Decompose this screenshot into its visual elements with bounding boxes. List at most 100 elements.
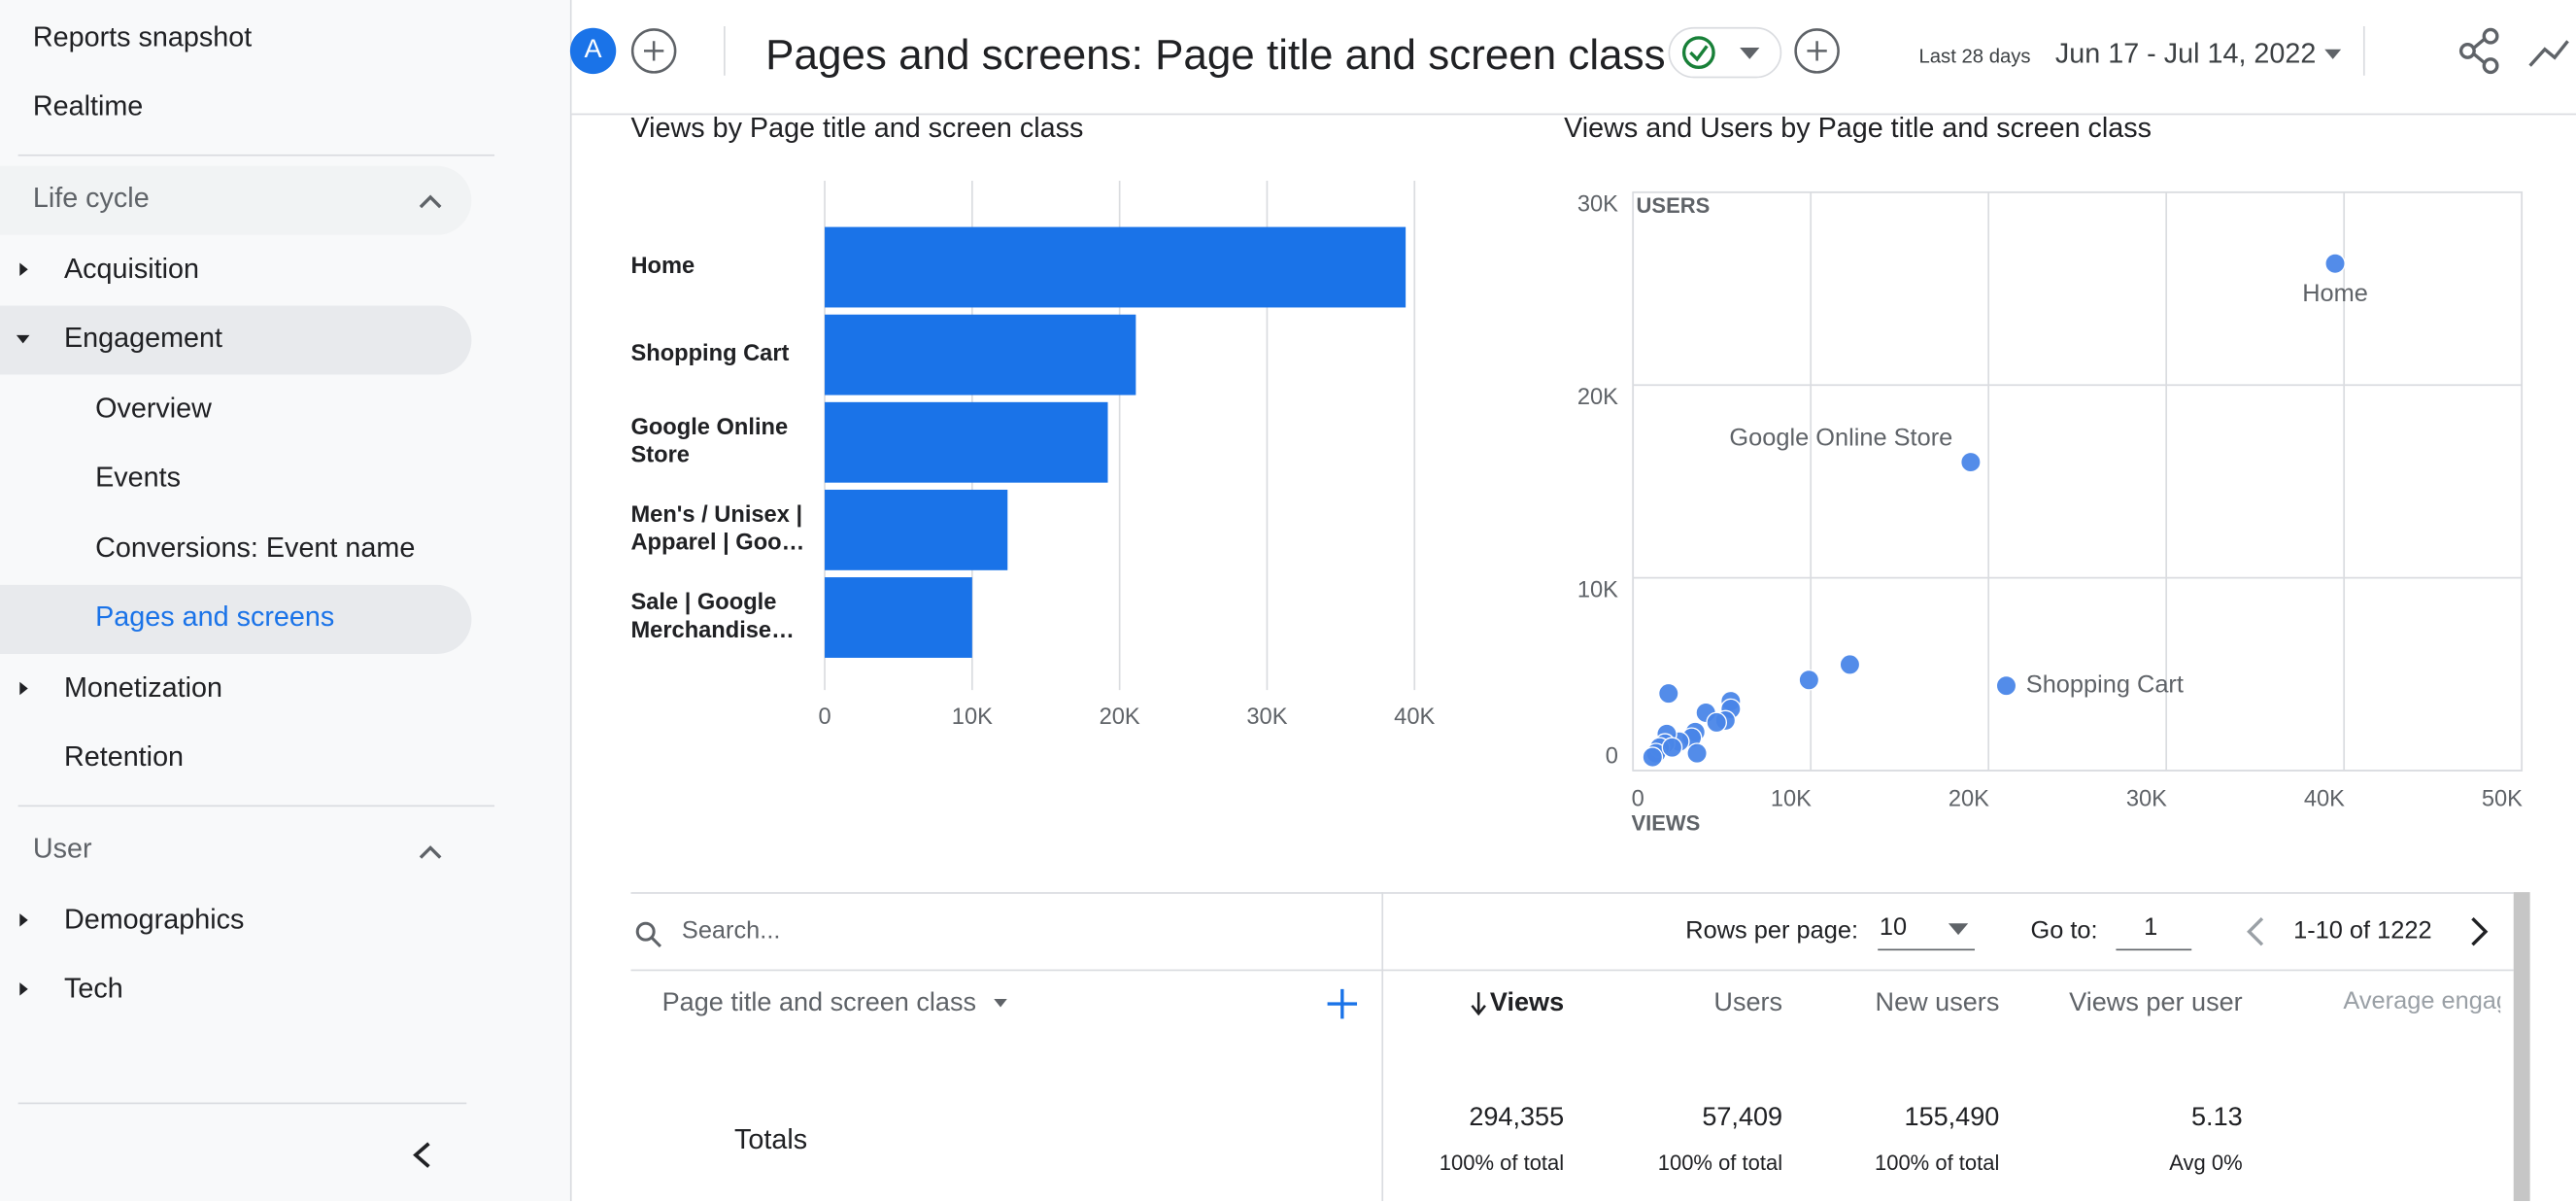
label-line: Store [630, 443, 689, 468]
label-line: Shopping Cart [630, 341, 789, 366]
label-line: Apparel | Goo… [630, 531, 804, 556]
rows-select[interactable]: 10 [1879, 913, 1908, 942]
chart-title: Views by Page title and screen class [630, 113, 1083, 144]
nav-item[interactable]: Reports snapshot [32, 20, 253, 53]
sidebar-icons [16, 194, 442, 1168]
nav-item[interactable]: Conversions: Event name [95, 532, 416, 564]
nav-item[interactable]: Events [95, 462, 182, 494]
total-value: 57,409 [1702, 1104, 1783, 1132]
x-tick-label: 50K [2482, 787, 2523, 812]
toolbar-border [630, 969, 2514, 972]
total-value: 294,355 [1469, 1104, 1565, 1132]
totals-label: Totals [734, 1123, 808, 1155]
expand-arrow[interactable] [19, 681, 28, 696]
total-sub: 100% of total [1874, 1150, 2000, 1175]
column-header[interactable]: Page title and screen class [661, 988, 977, 1017]
column-clip: Average engagement time [2300, 982, 2500, 1061]
y-tick-label: 30K [1577, 192, 1618, 218]
nav-item[interactable]: Retention [63, 740, 185, 773]
y-tick-label: 0 [1606, 744, 1618, 770]
expand-arrow[interactable] [19, 913, 28, 927]
x-tick-label: 0 [1632, 787, 1644, 812]
point [1686, 742, 1708, 764]
point [1661, 737, 1683, 759]
total-sub: 100% of total [1439, 1150, 1565, 1175]
nav-item[interactable]: Realtime [32, 89, 144, 122]
date-range[interactable]: Jun 17 - Jul 14, 2022 [2054, 37, 2317, 70]
sidebar: Reports snapshot Realtime Life cycle Acq… [0, 0, 572, 1201]
search-input[interactable]: Search... [681, 916, 781, 945]
bar [825, 314, 1136, 395]
section-bg [0, 165, 472, 235]
point-label: Home [2302, 280, 2368, 307]
label-line: Google Online [630, 415, 788, 440]
insights-icon[interactable] [2528, 40, 2569, 67]
column-header[interactable]: Average engagement time [2343, 987, 2500, 1015]
nav-item[interactable]: Overview [95, 393, 212, 425]
status-chip[interactable] [1668, 26, 1782, 79]
total-sub: Avg 0% [2169, 1150, 2243, 1175]
x-tick-label: 40K [2304, 787, 2345, 812]
goto-input[interactable]: 1 [2144, 913, 2158, 942]
total-sub: 100% of total [1657, 1150, 1783, 1175]
point-label: Shopping Cart [2026, 670, 2184, 698]
expand-arrow[interactable] [16, 334, 30, 344]
y-tick-label: Men's / Unisex | Apparel | Goo… [630, 502, 804, 556]
scrollbar[interactable] [2513, 892, 2530, 1201]
label-line: Sale | Google [630, 590, 776, 615]
add-comparison[interactable] [630, 28, 677, 74]
divider [17, 1102, 467, 1105]
x-tick-label: 20K [1100, 705, 1140, 730]
table-divider [1381, 892, 1384, 1201]
header [571, 0, 2576, 116]
point-label: Google Online Store [1729, 425, 1952, 452]
header-icons [569, 26, 2569, 79]
range-label: Last 28 days [1918, 44, 2031, 68]
collapse-icon[interactable] [419, 845, 442, 859]
column-header[interactable]: Views [1489, 988, 1565, 1017]
point [2324, 253, 2346, 275]
point [1706, 711, 1728, 734]
x-tick-label: 40K [1394, 705, 1435, 730]
chart-title: Views and Users by Page title and screen… [1564, 113, 2152, 144]
table [630, 892, 2514, 1203]
add-button[interactable] [1794, 28, 1840, 74]
expand-arrow[interactable] [19, 262, 28, 277]
section-title[interactable]: Life cycle [32, 182, 150, 214]
y-tick-label: Google Online Store [630, 415, 788, 468]
point [1642, 746, 1664, 768]
nav-item[interactable]: Acquisition [63, 253, 200, 285]
pagination: 1-10 of 1222 [2293, 916, 2432, 945]
active-bg [0, 305, 472, 375]
avatar[interactable] [569, 27, 617, 75]
point [1995, 674, 2017, 697]
x-tick-label: 20K [1949, 787, 1989, 812]
collapse-sidebar[interactable] [413, 1142, 430, 1168]
goto-label: Go to: [2030, 916, 2098, 945]
nav-item[interactable]: Tech [63, 972, 123, 1005]
x-tick-label: 0 [818, 705, 830, 730]
nav-item[interactable]: Pages and screens [95, 601, 335, 633]
selected-bg [0, 584, 472, 654]
column-header[interactable]: New users [1875, 988, 2000, 1017]
share-icon[interactable] [2458, 27, 2499, 75]
nav-item[interactable]: Demographics [63, 903, 245, 936]
total-value: 5.13 [2190, 1104, 2243, 1132]
collapse-icon[interactable] [419, 194, 442, 209]
date-dropdown[interactable] [2324, 49, 2342, 59]
column-header[interactable]: Users [1713, 988, 1783, 1017]
x-tick-label: 30K [2126, 787, 2167, 812]
expand-arrow[interactable] [19, 982, 28, 996]
bar [825, 226, 1407, 308]
y-tick-label: Sale | Google Merchandise… [630, 590, 794, 643]
divider [17, 805, 495, 808]
label-line: Merchandise… [630, 618, 794, 643]
nav-item[interactable]: Monetization [63, 671, 222, 704]
nav-item[interactable]: Engagement [63, 322, 223, 354]
divider [17, 154, 495, 156]
column-header[interactable]: Views per user [2069, 988, 2243, 1017]
section-title[interactable]: User [32, 833, 92, 865]
